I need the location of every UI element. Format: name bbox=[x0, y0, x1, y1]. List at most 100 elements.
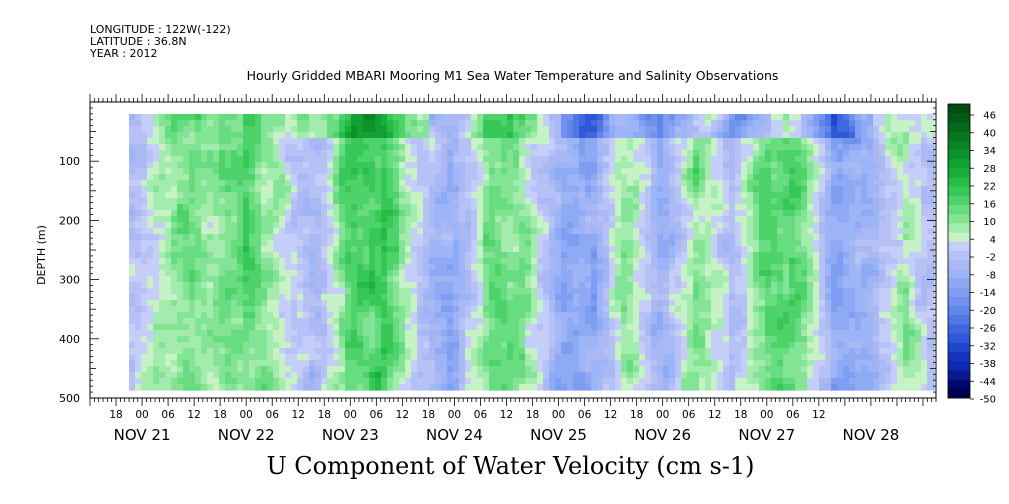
heatmap-cell bbox=[543, 192, 550, 199]
heatmap-cell bbox=[579, 126, 586, 133]
heatmap-cell bbox=[315, 228, 322, 235]
heatmap-cell bbox=[417, 264, 424, 271]
heatmap-cell bbox=[639, 294, 646, 301]
heatmap-cell bbox=[597, 168, 604, 175]
heatmap-cell bbox=[369, 240, 376, 247]
heatmap-cell bbox=[303, 264, 310, 271]
heatmap-cell bbox=[423, 132, 430, 139]
heatmap-cell bbox=[873, 126, 880, 133]
heatmap-cell bbox=[483, 264, 490, 271]
heatmap-cell bbox=[753, 192, 760, 199]
heatmap-cell bbox=[585, 270, 592, 277]
heatmap-cell bbox=[255, 132, 262, 139]
heatmap-cell bbox=[357, 192, 364, 199]
heatmap-cell bbox=[681, 126, 688, 133]
heatmap-cell bbox=[885, 300, 892, 307]
heatmap-cell bbox=[543, 306, 550, 313]
heatmap-cell bbox=[273, 252, 280, 259]
heatmap-cell bbox=[567, 330, 574, 337]
heatmap-cell bbox=[129, 144, 136, 151]
heatmap-cell bbox=[627, 228, 634, 235]
heatmap-cell bbox=[675, 204, 682, 211]
heatmap-cell bbox=[423, 150, 430, 157]
heatmap-cell bbox=[297, 198, 304, 205]
heatmap-cell bbox=[897, 240, 904, 247]
heatmap-cell bbox=[861, 264, 868, 271]
heatmap-cell bbox=[411, 294, 418, 301]
heatmap-cell bbox=[423, 300, 430, 307]
heatmap-cell bbox=[555, 234, 562, 241]
heatmap-cell bbox=[279, 150, 286, 157]
heatmap-cell bbox=[129, 258, 136, 265]
heatmap-cell bbox=[423, 168, 430, 175]
heatmap-cell bbox=[717, 120, 724, 127]
heatmap-cell bbox=[621, 318, 628, 325]
heatmap-cell bbox=[825, 228, 832, 235]
heatmap-cell bbox=[153, 324, 160, 331]
heatmap-cell bbox=[771, 306, 778, 313]
heatmap-cell bbox=[771, 288, 778, 295]
heatmap-cell bbox=[645, 294, 652, 301]
heatmap-cell bbox=[801, 276, 808, 283]
heatmap-cell bbox=[549, 240, 556, 247]
heatmap-cell bbox=[447, 306, 454, 313]
heatmap-cell bbox=[327, 204, 334, 211]
heatmap-cell bbox=[891, 234, 898, 241]
heatmap-cell bbox=[525, 312, 532, 319]
heatmap-cell bbox=[687, 216, 694, 223]
heatmap-cell bbox=[861, 198, 868, 205]
heatmap-cell bbox=[513, 216, 520, 223]
heatmap-cell bbox=[789, 210, 796, 217]
heatmap-cell bbox=[867, 294, 874, 301]
heatmap-cell bbox=[129, 306, 136, 313]
heatmap-cell bbox=[819, 300, 826, 307]
heatmap-cell bbox=[201, 240, 208, 247]
heatmap-cell bbox=[891, 210, 898, 217]
heatmap-cell bbox=[597, 138, 604, 145]
heatmap-cell bbox=[501, 258, 508, 265]
heatmap-cell bbox=[387, 306, 394, 313]
heatmap-cell bbox=[519, 132, 526, 139]
heatmap-cell bbox=[477, 198, 484, 205]
heatmap-cell bbox=[573, 180, 580, 187]
heatmap-cell bbox=[507, 204, 514, 211]
heatmap-cell bbox=[711, 132, 718, 139]
heatmap-cell bbox=[693, 252, 700, 259]
heatmap-cell bbox=[615, 162, 622, 169]
heatmap-cell bbox=[933, 216, 935, 223]
heatmap-cell bbox=[825, 240, 832, 247]
heatmap-cell bbox=[357, 324, 364, 331]
heatmap-cell bbox=[183, 150, 190, 157]
heatmap-cell bbox=[339, 234, 346, 241]
heatmap-cell bbox=[135, 324, 142, 331]
heatmap-cell bbox=[795, 282, 802, 289]
heatmap-cell bbox=[453, 288, 460, 295]
heatmap-cell bbox=[459, 168, 466, 175]
heatmap-cell bbox=[723, 300, 730, 307]
heatmap-cell bbox=[639, 228, 646, 235]
heatmap-cell bbox=[771, 162, 778, 169]
heatmap-cell bbox=[153, 114, 160, 121]
heatmap-cell bbox=[801, 282, 808, 289]
heatmap-cell bbox=[933, 240, 935, 247]
heatmap-cell bbox=[279, 300, 286, 307]
heatmap-cell bbox=[741, 114, 748, 121]
heatmap-cell bbox=[591, 204, 598, 211]
heatmap-cell bbox=[303, 162, 310, 169]
heatmap-cell bbox=[219, 198, 226, 205]
heatmap-cell bbox=[927, 126, 934, 133]
heatmap-cell bbox=[411, 300, 418, 307]
heatmap-cell bbox=[711, 204, 718, 211]
heatmap-cell bbox=[573, 222, 580, 229]
heatmap-cell bbox=[525, 318, 532, 325]
heatmap-cell bbox=[567, 276, 574, 283]
heatmap-cell bbox=[915, 306, 922, 313]
heatmap-cell bbox=[561, 204, 568, 211]
heatmap-cell bbox=[561, 210, 568, 217]
heatmap-cell bbox=[651, 114, 658, 121]
heatmap-cell bbox=[393, 222, 400, 229]
heatmap-cell bbox=[825, 216, 832, 223]
heatmap-cell bbox=[783, 276, 790, 283]
heatmap-cell bbox=[363, 264, 370, 271]
heatmap-cell bbox=[897, 270, 904, 277]
